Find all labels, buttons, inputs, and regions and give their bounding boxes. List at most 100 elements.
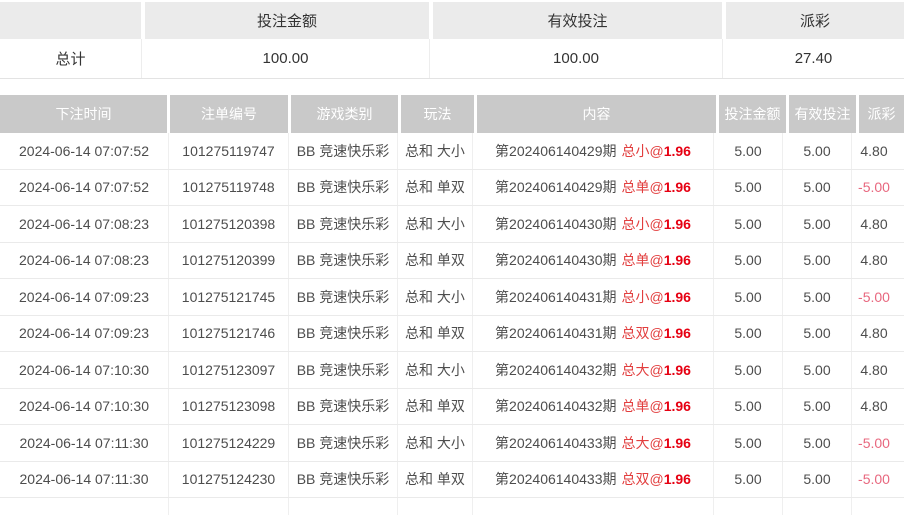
play-type-cell: 总和 单双 xyxy=(398,169,473,205)
content-period: 第202406140431期 xyxy=(495,288,617,305)
content-odds: 1.96 xyxy=(663,398,691,415)
content-odds: 1.96 xyxy=(663,215,691,232)
play-type-cell: 总和 单双 xyxy=(398,461,473,497)
table-row: 2024-06-14 07:10:30 101275123097 BB 竞速快乐… xyxy=(0,352,904,389)
table-row: 2024-06-14 07:08:23 101275120399 BB 竞速快乐… xyxy=(0,242,904,279)
content-cell: 第202406140431期 总双@ 1.96 xyxy=(473,315,714,351)
game-category-cell: BB 竞速快乐彩 xyxy=(289,133,398,169)
bet-time-cell: 2024-06-14 07:09:23 xyxy=(0,279,169,315)
play-type-cell: 总和 单双 xyxy=(398,388,473,424)
table-row: 2024-06-14 07:09:23 101275121746 BB 竞速快乐… xyxy=(0,315,904,352)
content-cell: 第202406140432期 总单@ 1.96 xyxy=(473,388,714,424)
content-period: 第202406140432期 xyxy=(495,398,617,415)
valid-bet-cell: 5.00 xyxy=(783,388,852,424)
summary-total-row: 总计 100.00 100.00 27.40 xyxy=(0,39,904,79)
table-row-partial xyxy=(0,498,904,515)
bet-time-cell: 2024-06-14 07:10:30 xyxy=(0,352,169,388)
table-row: 2024-06-14 07:08:23 101275120398 BB 竞速快乐… xyxy=(0,206,904,243)
valid-bet-cell: 5.00 xyxy=(783,242,852,278)
bet-amount-cell: 5.00 xyxy=(714,206,783,242)
bet-time-cell: 2024-06-14 07:08:23 xyxy=(0,206,169,242)
valid-bet-cell: 5.00 xyxy=(783,315,852,351)
payout-cell: -5.00 xyxy=(858,288,890,305)
play-type-cell: 总和 单双 xyxy=(398,242,473,278)
payout-cell: -5.00 xyxy=(858,179,890,196)
content-odds: 1.96 xyxy=(663,471,691,488)
header-bet-time: 下注时间 xyxy=(0,95,167,133)
bet-amount-cell: 5.00 xyxy=(714,388,783,424)
bet-time-cell: 2024-06-14 07:07:52 xyxy=(0,169,169,205)
play-type-cell: 总和 大小 xyxy=(398,206,473,242)
summary-header-valid-bet: 有效投注 xyxy=(433,2,722,39)
content-cell: 第202406140429期 总单@ 1.96 xyxy=(473,169,714,205)
content-pick: 总单@ xyxy=(621,252,664,269)
table-row: 2024-06-14 07:07:52 101275119747 BB 竞速快乐… xyxy=(0,133,904,170)
content-pick: 总双@ xyxy=(621,471,664,488)
content-period: 第202406140431期 xyxy=(495,325,617,342)
content-pick: 总双@ xyxy=(621,325,664,342)
payout-cell: -5.00 xyxy=(858,471,890,488)
content-cell: 第202406140432期 总大@ 1.96 xyxy=(473,352,714,388)
order-id-cell: 101275121745 xyxy=(169,279,289,315)
content-odds: 1.96 xyxy=(663,179,691,196)
play-type-cell: 总和 大小 xyxy=(398,133,473,169)
content-pick: 总小@ xyxy=(621,142,664,159)
order-id-cell: 101275119748 xyxy=(169,169,289,205)
content-cell: 第202406140431期 总小@ 1.96 xyxy=(473,279,714,315)
payout-cell: 4.80 xyxy=(860,325,888,342)
bet-amount-cell: 5.00 xyxy=(714,242,783,278)
summary-payout-value: 27.40 xyxy=(794,50,833,67)
bet-time-cell: 2024-06-14 07:11:30 xyxy=(0,425,169,461)
bet-time-cell: 2024-06-14 07:09:23 xyxy=(0,315,169,351)
summary-bet-amount-value: 100.00 xyxy=(142,39,430,78)
content-cell: 第202406140433期 总大@ 1.96 xyxy=(473,425,714,461)
header-bet-amount: 投注金额 xyxy=(719,95,786,133)
play-type-cell: 总和 大小 xyxy=(398,425,473,461)
valid-bet-cell: 5.00 xyxy=(783,461,852,497)
header-game-category: 游戏类别 xyxy=(291,95,398,133)
play-type-cell: 总和 大小 xyxy=(398,279,473,315)
bet-time-cell: 2024-06-14 07:10:30 xyxy=(0,388,169,424)
game-category-cell: BB 竞速快乐彩 xyxy=(289,388,398,424)
content-pick: 总小@ xyxy=(621,288,664,305)
content-period: 第202406140430期 xyxy=(495,252,617,269)
payout-cell: 4.80 xyxy=(860,215,888,232)
summary-header-blank xyxy=(0,2,141,39)
order-id-cell: 101275123098 xyxy=(169,388,289,424)
game-category-cell: BB 竞速快乐彩 xyxy=(289,169,398,205)
content-odds: 1.96 xyxy=(663,434,691,451)
order-id-cell: 101275124230 xyxy=(169,461,289,497)
content-pick: 总小@ xyxy=(621,215,664,232)
content-period: 第202406140429期 xyxy=(495,179,617,196)
order-id-cell: 101275120399 xyxy=(169,242,289,278)
summary-header-row: 投注金额 有效投注 派彩 xyxy=(0,2,904,39)
header-valid-bet: 有效投注 xyxy=(789,95,856,133)
content-cell: 第202406140429期 总小@ 1.96 xyxy=(473,133,714,169)
header-content: 内容 xyxy=(477,95,716,133)
content-period: 第202406140429期 xyxy=(495,142,617,159)
bet-time-cell: 2024-06-14 07:11:30 xyxy=(0,461,169,497)
summary-table: 投注金额 有效投注 派彩 总计 100.00 100.00 27.40 xyxy=(0,2,904,79)
bet-amount-cell: 5.00 xyxy=(714,315,783,351)
content-pick: 总单@ xyxy=(621,179,664,196)
summary-valid-bet-value: 100.00 xyxy=(430,39,723,78)
bet-amount-cell: 5.00 xyxy=(714,461,783,497)
table-row: 2024-06-14 07:07:52 101275119748 BB 竞速快乐… xyxy=(0,169,904,206)
order-id-cell: 101275124229 xyxy=(169,425,289,461)
bet-amount-cell: 5.00 xyxy=(714,169,783,205)
content-cell: 第202406140430期 总小@ 1.96 xyxy=(473,206,714,242)
bet-amount-cell: 5.00 xyxy=(714,133,783,169)
table-row: 2024-06-14 07:09:23 101275121745 BB 竞速快乐… xyxy=(0,279,904,316)
header-play-type: 玩法 xyxy=(401,95,474,133)
bet-amount-cell: 5.00 xyxy=(714,352,783,388)
content-odds: 1.96 xyxy=(663,325,691,342)
bets-table: 下注时间 注单编号 游戏类别 玩法 内容 投注金额 有效投注 派彩 2024-0… xyxy=(0,95,904,515)
table-row: 2024-06-14 07:10:30 101275123098 BB 竞速快乐… xyxy=(0,388,904,425)
valid-bet-cell: 5.00 xyxy=(783,279,852,315)
game-category-cell: BB 竞速快乐彩 xyxy=(289,242,398,278)
content-period: 第202406140432期 xyxy=(495,361,617,378)
order-id-cell: 101275120398 xyxy=(169,206,289,242)
content-period: 第202406140430期 xyxy=(495,215,617,232)
summary-total-label: 总计 xyxy=(0,39,142,78)
content-odds: 1.96 xyxy=(663,361,691,378)
